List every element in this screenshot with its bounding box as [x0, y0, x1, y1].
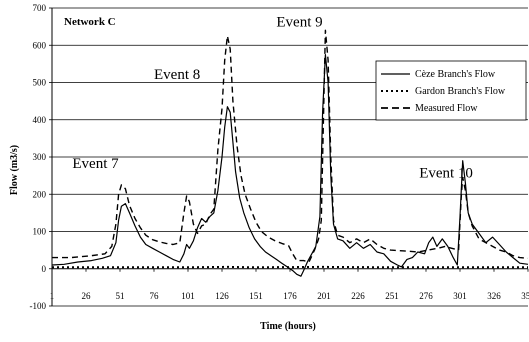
y-axis-title: Flow (m3/s): [9, 145, 20, 195]
gridlines: [52, 7, 528, 307]
x-tick-label: 1: [50, 291, 55, 301]
event-annotations: Event 7 Event 8 Event 9 Event 10: [72, 15, 473, 182]
y-tick-label: 200: [33, 189, 47, 199]
x-tick-label: 201: [317, 291, 331, 301]
x-tick-label: 151: [249, 291, 263, 301]
x-tick-label: 51: [116, 291, 125, 301]
x-tick-label: 301: [453, 291, 467, 301]
y-tick-label: 700: [33, 3, 47, 13]
y-tick-label: 100: [33, 227, 47, 237]
x-tick-label: 126: [215, 291, 229, 301]
event-label: Event 10: [419, 165, 473, 181]
x-tick-labels: 1265176101126151176201226251276301326351: [50, 291, 529, 301]
y-tick-labels: -100 0 100 200 300 400 500 600 700: [30, 3, 47, 311]
x-axis-title: Time (hours): [260, 321, 316, 332]
event-label: Event 8: [154, 67, 200, 83]
x-tick-label: 76: [150, 291, 160, 301]
x-tick-label: 276: [419, 291, 433, 301]
event-label: Event 7: [72, 156, 119, 172]
series-line-dashed: [52, 29, 529, 263]
legend: Cèze Branch's Flow Gardon Branch's Flow …: [375, 60, 527, 121]
legend-label-measured: Measured Flow: [415, 103, 478, 114]
legend-label-ceze: Cèze Branch's Flow: [415, 69, 496, 80]
series-line-solid: [51, 54, 529, 277]
y-tick-label: 300: [33, 152, 47, 162]
series-layer: [51, 29, 529, 277]
x-tick-label: 226: [351, 291, 365, 301]
x-tick-label: 101: [181, 291, 195, 301]
panel-title: Network C: [64, 16, 116, 28]
y-tick-label: -100: [30, 301, 47, 311]
legend-label-gardon: Gardon Branch's Flow: [415, 86, 506, 97]
y-tick-label: 600: [33, 40, 47, 50]
x-tick-label: 326: [487, 291, 501, 301]
x-tick-label: 26: [82, 291, 92, 301]
y-tick-label: 500: [33, 78, 47, 88]
x-tick-label: 176: [283, 291, 297, 301]
x-tick-label: 251: [385, 291, 399, 301]
y-tick-label: 400: [33, 115, 47, 125]
event-label: Event 9: [276, 15, 322, 31]
x-tick-label: 351: [521, 291, 529, 301]
y-tick-label: 0: [42, 264, 47, 274]
